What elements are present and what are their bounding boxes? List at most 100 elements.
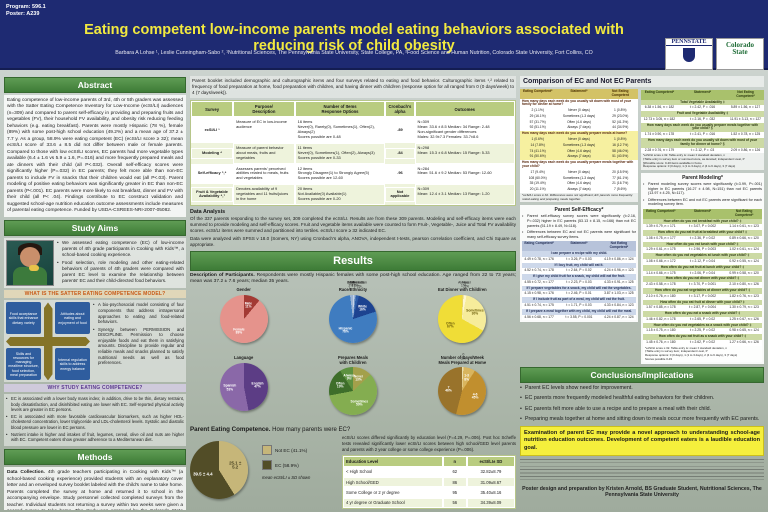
table-row-group: How often do you eat a snack with your c… <box>643 311 762 323</box>
modeling-title: Parent Modeling* <box>682 174 723 181</box>
table-row: 108 (60.0%) Sometimes (1-3 days) 77 (61.… <box>528 175 629 180</box>
model-boxes: Food acceptance skills that enhance diet… <box>6 302 90 381</box>
availability-footnotes: *ecSI/LI score ≥ 32. Table entry is: mea… <box>641 153 764 170</box>
self-efficacy-bullet: Parent self-efficacy survey scores were … <box>522 214 636 228</box>
modeling-footnotes: *ecSI/LI score ≥ 32. Table entry is: mea… <box>643 345 762 363</box>
pie-chart: 0 1% 1-3 8% 4-6 45% 7 46% <box>438 353 487 416</box>
table-row: 4.52 ± 0.74, n = 178 t = 2.64, P = 0.02 … <box>524 268 634 273</box>
poster-title: Eating competent low-income parents mode… <box>84 22 624 54</box>
study-aims-header: Study Aims <box>4 220 186 237</box>
frequency-question: How many days each week do you usually s… <box>522 98 632 107</box>
col-purpose: Purpose/ Description <box>233 100 295 118</box>
child-photo <box>6 240 54 287</box>
table-row: 1.14 ± 0.66, n = 175 t = 2.06, P = 0.04 … <box>646 270 759 275</box>
model-box: Skills and resources for managing mealti… <box>6 348 41 381</box>
model-bullets: A bio-psychosocial model consisting of f… <box>93 302 184 380</box>
abstract-header: Abstract <box>4 77 186 93</box>
education-text: ecSI/LI scores differed significantly by… <box>342 435 516 452</box>
why-ec-bullet: Nutrient intake is higher and intakes of… <box>6 432 184 443</box>
modeling-table-header: Eating Competent* Statement* Not Eating … <box>643 209 762 219</box>
participants-lead: Description of Participants. <box>190 272 255 278</box>
table-row: Self-efficacy ⁵,⁶ Assesses parents' perc… <box>191 163 515 185</box>
legend-note: mean ecSI/LI ± SD shown <box>262 475 311 481</box>
table-row-group: How often do you eat fruit at breakfast … <box>643 230 762 242</box>
satter-model-diagram: Food acceptance skills that enhance diet… <box>6 302 90 381</box>
table-row: 1.46 ± 0.82, n = 178 t = 2.65, P = 0.02 … <box>646 316 759 321</box>
comparison-left: Eating Competent* Statement* Not Eating … <box>520 89 638 364</box>
conclusion-bullet: EC parents felt more able to use a recip… <box>520 406 764 413</box>
table-row-group: How often do you eat fruit at lunch with… <box>643 264 762 277</box>
pie-chart: English 47% Spanish 53% <box>219 362 268 411</box>
frequency-group: How many days each week do you usually s… <box>520 99 638 132</box>
modeling-table: Eating Competent* Statement* Not Eating … <box>643 209 762 346</box>
data-analysis-p1: Of the 337 parents responding to the sur… <box>190 215 516 233</box>
footnote: ‡Table entry is survey item; independent… <box>645 349 708 354</box>
conclusions-header: Conclusions/Implications <box>520 367 764 384</box>
frequency-group: How many days each week do you usually p… <box>520 131 638 161</box>
child-photo-shirt <box>13 267 47 286</box>
ec-heading: Parent Eating Competence. How many paren… <box>190 426 516 433</box>
ec-pie-wrap: 25.1 ± 5.2 39.5 ± 4.4 <box>190 435 256 509</box>
self-efficacy-title: Parent Self-Efficacy* <box>554 207 604 214</box>
table-row: 74 (41.1%) Often (4-6 days) 58 (46.0%) <box>529 148 629 153</box>
methods-lead: Data Collection. <box>7 470 45 476</box>
table-row-group: How many days each week do you usually p… <box>641 122 764 138</box>
table-row: 4.55 ± 0.72, n = 177 t = 2.23, P = 0.03 … <box>524 279 634 284</box>
table-row: 4.56 ± 0.68, n = 177 t = 3.55, P = 0.001… <box>524 314 634 319</box>
pie-chart-cell: Prepares Meals with Child/ren Never 13% S… <box>299 356 406 422</box>
table-row: 91 (50.6%) Always (7 days) 51 (40.5%) <box>529 154 629 159</box>
table-row-group: If I prepare a meal together with my chi… <box>522 308 636 321</box>
authors-line: Barbara A Lohse ¹, Leslie Cunningham-Sab… <box>115 50 593 56</box>
modeling-bullet: Differences between EC and not EC parent… <box>643 198 762 207</box>
model-box: Internal regulation skills to address en… <box>55 348 90 381</box>
pennstate-wordmark: PENNSTATE <box>666 39 712 46</box>
self-efficacy-table: Eating Competent* Statement* Not Eating … <box>522 241 636 321</box>
table-row-group: Fruit and Vegetable Availability ‡ 12.73… <box>641 111 764 123</box>
frequency-question: How many days each week do you usually p… <box>522 131 628 136</box>
frequency-rows: 17 (9.4%) Never (0 days) 20 (15.9%) 108 … <box>520 170 638 193</box>
table-row: 1.08 ± 0.66, n = 172 t = 2.12, P = 0.04 … <box>646 259 759 264</box>
table-row-group: If I prepare vegetables for a snack, my … <box>522 285 636 298</box>
table-row: 6.38 ± 1.56, n = 182 t = 2.42, P = .016 … <box>644 105 761 110</box>
pie-chart: Male 11% Female 89% <box>219 294 268 343</box>
child-photo-food <box>29 265 39 272</box>
legend-swatch <box>262 445 272 456</box>
footnote: *ecSI/LI score ≥ 32. Table entry is: mea… <box>643 153 725 158</box>
ec-pie-chart: 25.1 ± 5.2 39.5 ± 4.4 <box>190 441 248 500</box>
modeling-bullet: Parent modeling survey scores were signi… <box>643 182 762 196</box>
self-efficacy-rows: I can prepare a recipe with my child. 4.… <box>522 250 636 321</box>
self-efficacy-bullet: Differences between EC and not EC parent… <box>522 230 636 239</box>
pie-chart: Never 13% Sometimes 59% Often 19% Always 9% <box>328 367 377 416</box>
pennstate-shield-icon <box>683 48 695 62</box>
pie-chart: Always 1% Never 2% Sometimes 30% Often 67% <box>438 281 487 343</box>
pie-chart-title: Prepares Meals with Child/ren <box>337 355 369 365</box>
table-row-group: I can prepare a recipe with my child. 4.… <box>522 250 636 263</box>
table-row: 1.39 ± 0.79, n = 171 t = 3.07, P = 0.002… <box>646 224 759 229</box>
availability-table-header: Eating Competent* Statement* Not Eating … <box>641 90 764 100</box>
model-bullet: A bio-psychosocial model consisting of f… <box>93 302 184 324</box>
table-row: 1.29 ± 0.61, n = 175 t = 2.96, P = 0.003… <box>646 247 759 252</box>
table-row-group: If I buy fruit, my child will eat it. 4.… <box>522 262 636 275</box>
table-row-group: How often do you eat fruit at dinner wit… <box>643 299 762 312</box>
self-efficacy-bullets: Parent self-efficacy survey scores were … <box>522 214 636 239</box>
pie-chart-title: Gender <box>236 287 251 293</box>
model-box: Food acceptance skills that enhance diet… <box>6 302 41 335</box>
education-table-body: < High School 62 32.82±8.79 High School/… <box>343 466 515 509</box>
table-row-group: How many days each week do you usually s… <box>641 138 764 153</box>
frequency-rows: 2 (1.1%) Never (0 days) 1 (0.8%) 29 (16.… <box>520 108 638 131</box>
model-box: Attitudes about eating and enjoyment of … <box>55 302 90 335</box>
model-bullet: Synergy between PERMISSION and DISCIPLIN… <box>93 327 184 366</box>
table-row: 1.15 ± 0.75, n = 180 t = 2.25, P = 0.02 … <box>646 328 759 333</box>
table-row-group: How often do you eat vegetables at dinne… <box>643 287 762 300</box>
child-photo-face <box>20 247 40 268</box>
legend-swatch <box>262 460 272 471</box>
survey-table: Survey Purpose/ Description Number of It… <box>190 99 516 206</box>
pie-chart-cell: Eat Dinner with Child/ren Always 1% Never… <box>409 281 516 354</box>
conclusions-bullets: Parent EC levels show need for improveme… <box>520 385 764 423</box>
col-outcomes: Outcomes <box>414 100 515 118</box>
table-row: Modeling ⁴ Measure of parent behavior ab… <box>191 142 515 164</box>
pie-chart-cell: Race/Ethnicity Other 1% Multi-racial 1% Am… <box>299 281 406 354</box>
pie-chart: Other 1% Multi-racial 1% Am Indian 2% White… <box>328 281 377 343</box>
table-row: 57 (31.7%) Often (4-6 days) 52 (41.3%) <box>529 119 629 124</box>
table-row-group: How often do you eat vegetables as a sna… <box>643 322 762 335</box>
